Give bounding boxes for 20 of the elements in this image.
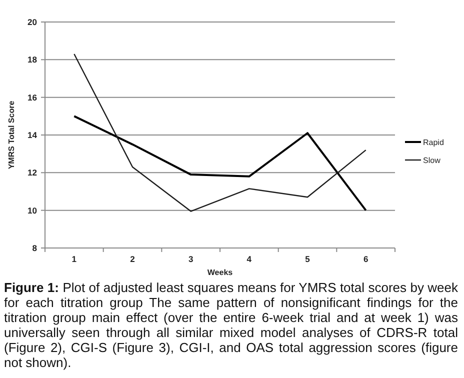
y-tick-label: 12	[28, 168, 38, 178]
y-axis-title: YMRS Total Score	[7, 100, 16, 170]
x-axis-title: Weeks	[207, 268, 234, 277]
y-tick-label: 20	[28, 16, 38, 27]
line-series	[73, 115, 367, 212]
x-tick-label: 6	[363, 254, 368, 264]
x-tick-label: 1	[72, 254, 77, 264]
y-tick-label: 10	[28, 205, 38, 216]
legend-label: Rapid	[423, 138, 444, 147]
x-tick-label: 5	[305, 254, 310, 264]
x-tick-label: 3	[188, 254, 194, 264]
y-tick-label: 14	[28, 130, 38, 140]
x-tick-label: 2	[130, 254, 136, 264]
y-tick-label: 16	[28, 92, 38, 102]
caption: Figure 1: Plot of adjusted least squares means for YMRS total scores by week for each titration group The same pattern of nonsignificant findings for the titration group main effect (over the entire 6-week trial and at week 1) was universally seen through all similar mixed model analyses of CDRS-R total (Figure 2), CGI-S (Figure 3), CGI-I, and OAS total aggression scores (figure not shown).	[3, 280, 459, 370]
x-tick-label: 4	[246, 254, 252, 264]
line-series	[74, 53, 366, 212]
y-tick-label: 8	[32, 242, 38, 253]
y-tick-label: 18	[28, 54, 38, 65]
legend-label: Slow	[423, 156, 441, 165]
